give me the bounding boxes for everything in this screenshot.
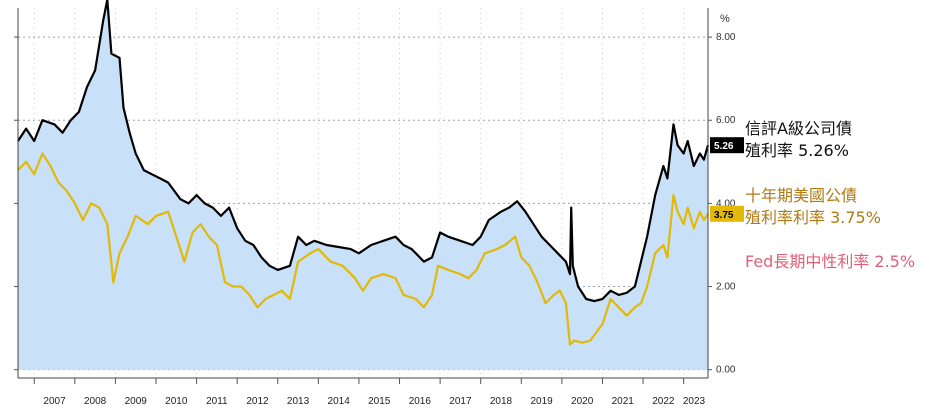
x-tick-label-1: 2008: [84, 396, 107, 407]
x-tick-label-7: 2014: [328, 396, 351, 407]
x-tick-label-13: 2020: [571, 396, 594, 407]
y-tick-label-0: 8.00: [716, 32, 736, 43]
x-tick-label-12: 2019: [530, 396, 553, 407]
legend-fed-line1: Fed長期中性利率 2.5%: [745, 252, 916, 271]
x-tick-label-8: 2015: [368, 396, 391, 407]
x-tick-label-14: 2021: [612, 396, 635, 407]
badge-corp: [710, 137, 744, 154]
y-tick-label-2: 4.00: [716, 198, 736, 209]
axes: [17, 8, 709, 379]
y-tick-label-4: 0.00: [716, 365, 736, 376]
x-axis-ticks: 2007 2008 2009 2010 2011 2012 2013 2014 2015 2016…: [33, 378, 706, 407]
y-axis-ticks: 8.00 6.00 4.00 2.00 0.00: [14, 32, 736, 376]
x-tick-label-0: 2007: [43, 396, 66, 407]
x-tick-label-2: 2009: [125, 396, 148, 407]
x-tick-label-11: 2018: [490, 396, 513, 407]
legend-tsy-line1: 十年期美國公債: [745, 186, 858, 205]
corp-yield-area: [18, 0, 708, 370]
y-axis-unit: %: [720, 13, 730, 25]
x-tick-label-3: 2010: [165, 396, 188, 407]
x-tick-label-15: 2022: [652, 396, 675, 407]
legend-fed-neutral-rate: Fed長期中性利率 2.5%: [745, 251, 915, 273]
y-tick-label-3: 2.00: [716, 282, 736, 293]
badge-label-corp: 5.26: [714, 141, 734, 152]
badge-tsy: [710, 205, 744, 222]
x-tick-label-16: 2023: [683, 396, 706, 407]
x-tick-label-10: 2017: [449, 396, 472, 407]
x-tick-label-5: 2012: [246, 396, 269, 407]
x-tick-label-9: 2016: [409, 396, 432, 407]
x-tick-label-6: 2013: [287, 396, 310, 407]
corp-yield-line: [17, 0, 710, 303]
legend-corp-line2: 殖利率 5.26%: [745, 141, 849, 160]
treasury-yield-line: [17, 152, 709, 346]
x-tick-label-4: 2011: [206, 396, 228, 407]
y-tick-label-1: 6.00: [716, 115, 736, 126]
legend-treasury-yield: 十年期美國公債 殖利率利率 3.75%: [745, 185, 881, 229]
badge-label-tsy: 3.75: [714, 210, 734, 221]
last-value-badges: 5.26 3.75: [710, 137, 744, 222]
legend-corp-line1: 信評A級公司債: [745, 119, 852, 138]
legend-corp-yield: 信評A級公司債 殖利率 5.26%: [745, 118, 852, 162]
legend-tsy-line2: 殖利率利率 3.75%: [745, 208, 881, 227]
